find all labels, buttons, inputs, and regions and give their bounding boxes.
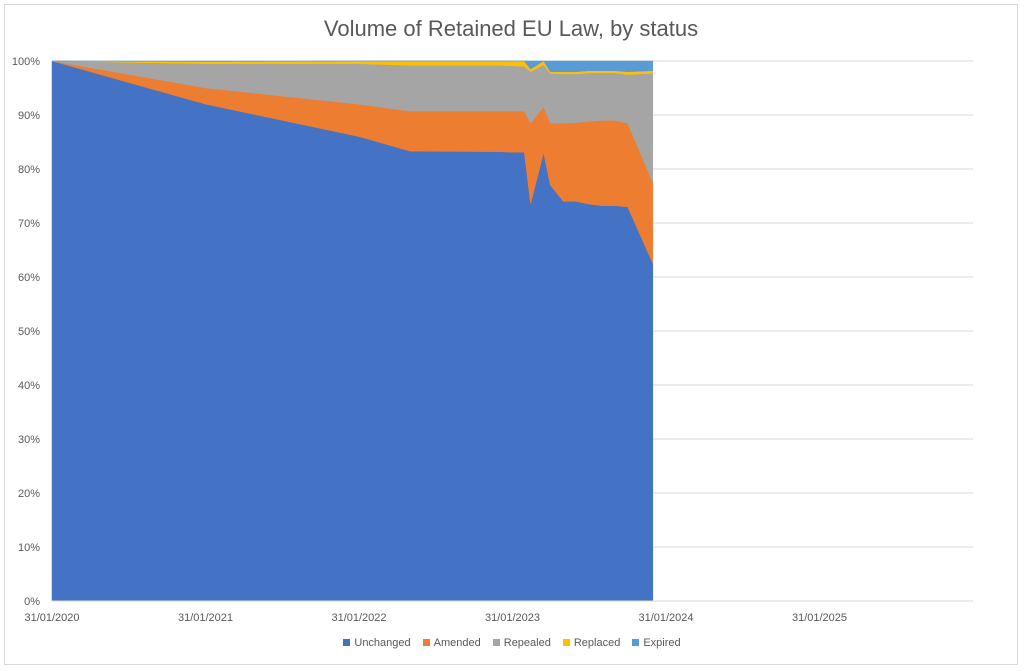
legend-swatch <box>562 639 570 646</box>
y-tick-label: 100% <box>12 56 40 68</box>
legend-label: Amended <box>433 637 481 649</box>
y-tick-label: 90% <box>18 110 40 122</box>
x-tick-label: 31/01/2025 <box>792 612 847 624</box>
y-tick-label: 70% <box>18 218 40 230</box>
legend-item-amended: Amended <box>422 637 481 649</box>
y-tick-label: 40% <box>18 380 40 392</box>
x-tick-labels: 31/01/2020 31/01/2021 31/01/2022 31/01/2023… <box>24 612 847 624</box>
y-tick-label: 20% <box>18 488 40 500</box>
area-series <box>51 60 654 602</box>
legend-label: Repealed <box>503 637 551 649</box>
legend-item-replaced: Replaced <box>562 637 621 649</box>
legend-item-repealed: Repealed <box>492 637 551 649</box>
chart-title: Volume of Retained EU Law, by status <box>323 16 699 41</box>
y-tick-label: 50% <box>18 326 40 338</box>
legend-swatch <box>343 639 351 646</box>
y-tick-labels: 0% 10% 20% 30% 40% 50% 60% 70% 80% 90% 100% <box>12 56 40 608</box>
x-tick-label: 31/01/2023 <box>485 612 540 624</box>
legend-label: Replaced <box>573 637 621 649</box>
y-tick-label: 30% <box>18 434 40 446</box>
y-tick-label: 10% <box>18 542 40 554</box>
legend-swatch <box>632 639 640 646</box>
area-expired <box>51 60 654 73</box>
legend: Unchanged Amended Repealed Replaced Expired <box>0 637 1024 649</box>
legend-swatch <box>422 639 430 646</box>
legend-label: Expired <box>643 637 681 649</box>
x-tick-label: 31/01/2021 <box>178 612 233 624</box>
x-tick-label: 31/01/2020 <box>24 612 79 624</box>
legend-item-expired: Expired <box>632 637 681 649</box>
y-tick-label: 60% <box>18 272 40 284</box>
x-tick-label: 31/01/2022 <box>331 612 386 624</box>
y-tick-label: 80% <box>18 164 40 176</box>
legend-label: Unchanged <box>354 637 411 649</box>
x-tick-label: 31/01/2024 <box>638 612 693 624</box>
y-tick-label: 0% <box>24 596 40 608</box>
legend-swatch <box>492 639 500 646</box>
legend-item-unchanged: Unchanged <box>343 637 411 649</box>
